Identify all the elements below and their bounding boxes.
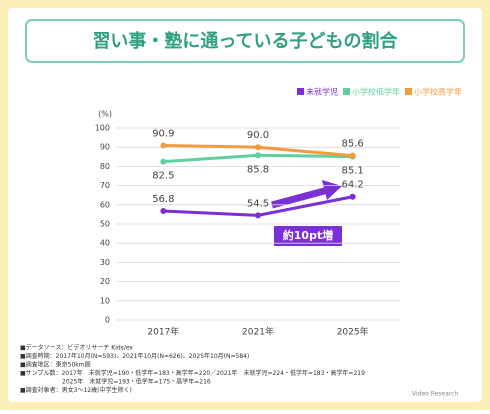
y-tick-label: 60 — [100, 200, 110, 209]
y-tick-label: 0 — [105, 316, 110, 325]
data-label: 85.1 — [342, 166, 364, 177]
y-tick-label: 20 — [100, 277, 110, 286]
data-label: 56.8 — [152, 194, 174, 205]
data-label: 82.5 — [152, 171, 174, 182]
point — [160, 142, 167, 149]
note: ■調査時期：2017年10月(N=593)、2021年10月(N=626)、20… — [20, 352, 249, 360]
data-label: 54.5 — [247, 198, 269, 209]
y-tick-label: 80 — [100, 162, 110, 171]
note: 2025年 未就学児=193・低学年=175・高学年=216 — [20, 378, 211, 386]
chart-title: 習い事・塾に通っている子どもの割合 — [92, 30, 398, 52]
x-tick-label: 2021年 — [242, 326, 274, 338]
legend-swatch — [405, 88, 412, 95]
data-label: 85.6 — [342, 139, 364, 150]
note: ■データソース：ビデオリサーチ Kids/ex — [20, 344, 133, 352]
y-tick-label: 10 — [100, 296, 110, 305]
point — [255, 152, 261, 159]
y-axis-label: (%) — [98, 110, 112, 119]
data-label: 90.9 — [152, 128, 174, 139]
y-tick-label: 50 — [100, 220, 110, 229]
point — [160, 158, 167, 165]
y-tick-label: 90 — [100, 143, 110, 152]
point — [349, 193, 356, 200]
note: ■調査地区：東京50km圏 — [20, 361, 91, 369]
point — [255, 212, 261, 219]
legend-label: 小学校低学年 — [352, 87, 400, 97]
data-label: 64.2 — [342, 180, 364, 191]
data-label: 90.0 — [247, 130, 269, 141]
y-tick-label: 70 — [100, 181, 110, 190]
annotation: 約10pt増 — [283, 228, 333, 242]
legend-swatch — [297, 88, 304, 95]
title-box — [25, 19, 465, 63]
note: ■調査対象者：男女3～12歳(中学生除く) — [20, 386, 132, 394]
point — [349, 152, 356, 159]
x-tick-label: 2025年 — [337, 326, 369, 338]
annotation-box — [274, 226, 342, 246]
note: ■サンプル数：2017年 未就学児=190・低学年=183・高学年=220／20… — [20, 369, 365, 377]
y-tick-label: 100 — [95, 124, 110, 133]
x-tick-label: 2017年 — [147, 326, 179, 338]
point — [160, 207, 167, 214]
arrow — [271, 186, 329, 209]
arrow-head — [322, 180, 342, 200]
legend-label: 未就学児 — [306, 87, 338, 97]
y-tick-label: 40 — [100, 239, 110, 248]
legend-label: 小学校高学年 — [414, 87, 462, 97]
y-tick-label: 30 — [100, 258, 110, 267]
logo: Video Research — [412, 391, 458, 398]
point — [255, 144, 261, 151]
data-label: 85.8 — [247, 164, 269, 175]
legend-swatch — [343, 88, 350, 95]
